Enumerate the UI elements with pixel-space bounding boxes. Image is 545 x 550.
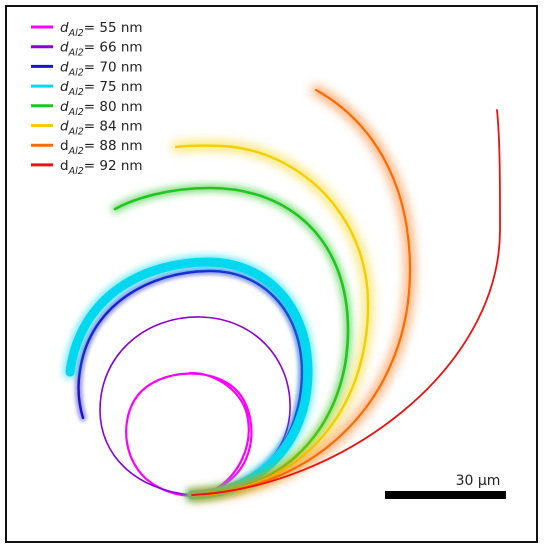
legend-label-5: dAl2= 80 nm <box>60 99 143 118</box>
legend-symbol: d <box>60 59 69 75</box>
scale-bar-line <box>385 491 506 499</box>
scale-bar-label: 30 µm <box>456 473 501 489</box>
trajectory-4 <box>63 254 316 502</box>
legend-value: = 66 nm <box>84 40 143 56</box>
legend-subscript: Al2 <box>68 28 84 39</box>
legend-value: = 84 nm <box>84 119 143 135</box>
trajectory-line <box>174 144 370 497</box>
legend-symbol: d <box>60 99 69 115</box>
trajectory-8 <box>191 109 501 496</box>
legend-value: = 70 nm <box>84 59 143 75</box>
trajectory-line <box>191 109 501 496</box>
scale-bar: 30 µm <box>385 473 506 499</box>
legend-symbol: d <box>60 158 69 174</box>
trajectory-line <box>190 88 412 497</box>
legend-subscript: Al2 <box>68 166 84 177</box>
legend-label-1: dAl2= 55 nm <box>60 20 143 39</box>
legend-value: = 88 nm <box>84 138 143 154</box>
legend-subscript: Al2 <box>68 107 84 118</box>
trajectory-line <box>125 371 253 497</box>
legend-symbol: d <box>60 119 69 135</box>
legend-symbol: d <box>60 79 69 95</box>
legend-label-6: dAl2= 84 nm <box>60 119 143 138</box>
legend-label-3: dAl2= 70 nm <box>60 59 143 78</box>
legend-symbol: d <box>60 40 69 56</box>
trajectory-6 <box>171 140 374 500</box>
legend-subscript: Al2 <box>68 127 84 138</box>
legend-label-8: dAl2= 92 nm <box>60 158 143 177</box>
legend-label-7: dAl2= 88 nm <box>60 138 143 157</box>
legend-subscript: Al2 <box>68 87 84 98</box>
legend-label-2: dAl2= 66 nm <box>60 40 143 59</box>
legend-label-4: dAl2= 75 nm <box>60 79 143 98</box>
legend-value: = 80 nm <box>84 99 143 115</box>
legend-symbol: d <box>60 20 69 36</box>
legend-value: = 55 nm <box>84 20 143 36</box>
trajectory-7 <box>187 85 416 500</box>
figure-frame <box>5 5 538 543</box>
legend-value: = 75 nm <box>84 79 143 95</box>
legend-subscript: Al2 <box>68 48 84 59</box>
legend-value: = 92 nm <box>84 158 143 174</box>
trajectory-1 <box>125 371 253 497</box>
legend-subscript: Al2 <box>68 67 84 78</box>
trajectory-line <box>65 257 313 500</box>
legend-symbol: d <box>60 138 69 154</box>
legend-subscript: Al2 <box>68 146 84 157</box>
